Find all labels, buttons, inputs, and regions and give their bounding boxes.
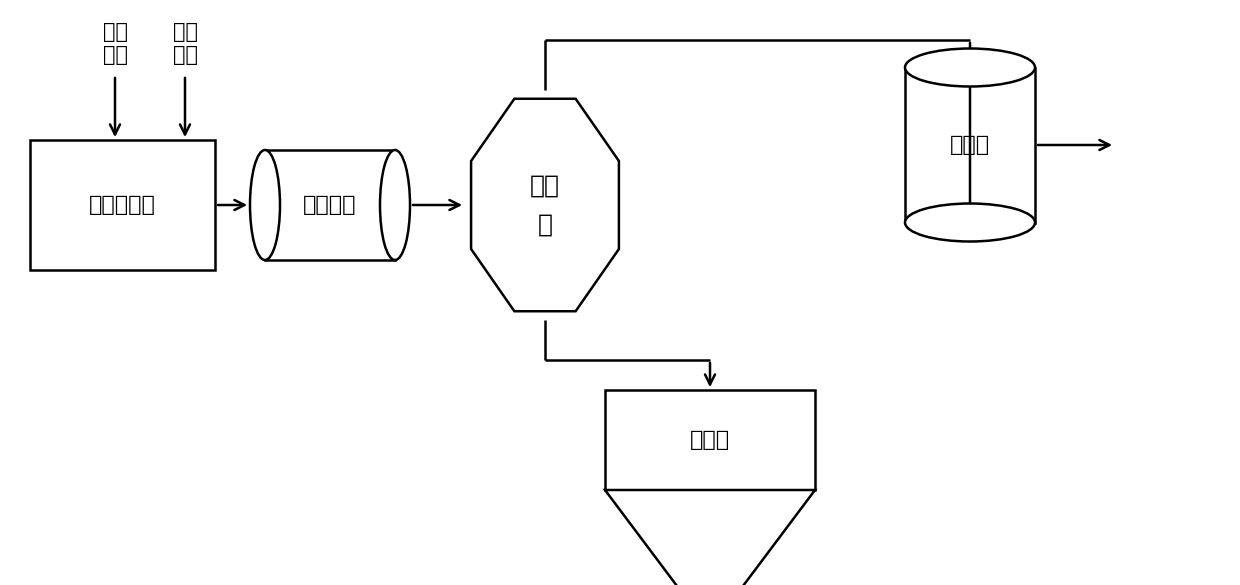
Text: 微波辐射: 微波辐射 bbox=[304, 195, 357, 215]
Ellipse shape bbox=[905, 49, 1035, 87]
Bar bbox=[265, 150, 396, 260]
Ellipse shape bbox=[379, 150, 410, 260]
Ellipse shape bbox=[250, 150, 280, 260]
Text: 浓缩
污泥: 浓缩 污泥 bbox=[172, 22, 197, 65]
Text: 沼气池: 沼气池 bbox=[950, 135, 990, 155]
Polygon shape bbox=[471, 99, 619, 311]
Text: 污泥调配池: 污泥调配池 bbox=[89, 195, 156, 215]
Ellipse shape bbox=[905, 204, 1035, 242]
Bar bbox=[905, 67, 1035, 222]
Polygon shape bbox=[605, 490, 815, 585]
Text: 脱水
污泥: 脱水 污泥 bbox=[103, 22, 128, 65]
Text: 发酫
罐: 发酫 罐 bbox=[529, 173, 560, 236]
Bar bbox=[605, 390, 815, 490]
Bar bbox=[30, 140, 215, 270]
Text: 集泥池: 集泥池 bbox=[689, 430, 730, 450]
